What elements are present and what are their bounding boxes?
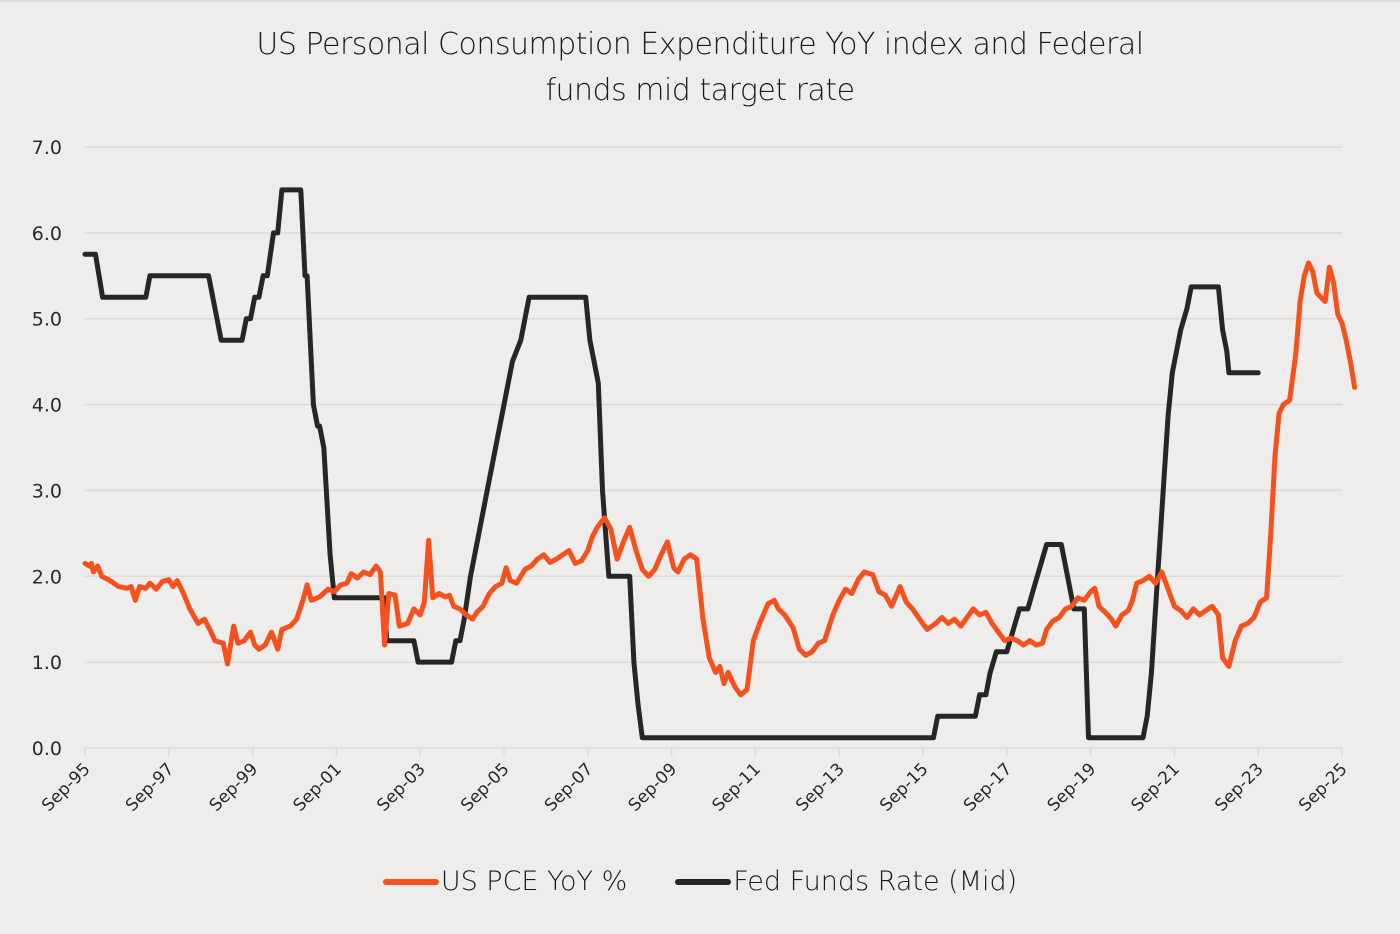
x-tick-label: Sep-03 (373, 759, 429, 815)
legend-item-pce: US PCE YoY % (382, 866, 628, 897)
legend: US PCE YoY % Fed Funds Rate (Mid) (0, 866, 1400, 897)
x-tick-label: Sep-05 (457, 759, 513, 815)
legend-item-fed-funds: Fed Funds Rate (Mid) (675, 866, 1017, 897)
y-tick-label: 3.0 (32, 480, 62, 502)
x-tick-label: Sep-21 (1127, 759, 1183, 815)
x-tick-label: Sep-13 (792, 759, 848, 815)
legend-label-pce: US PCE YoY % (440, 866, 628, 897)
x-tick-label: Sep-09 (625, 759, 681, 815)
y-tick-label: 2.0 (32, 566, 62, 588)
y-tick-label: 0.0 (32, 738, 62, 760)
y-axis: 0.0 1.0 2.0 3.0 4.0 5.0 6.0 7.0 (32, 137, 62, 760)
x-tick-label: Sep-23 (1211, 759, 1267, 815)
x-tick-label: Sep-97 (122, 759, 178, 815)
y-tick-label: 1.0 (32, 652, 62, 674)
series-line-pce (82, 260, 1358, 698)
y-tick-label: 6.0 (32, 223, 62, 245)
legend-label-fed-funds: Fed Funds Rate (Mid) (733, 866, 1018, 897)
y-tick-label: 4.0 (32, 395, 62, 417)
legend-swatch-fed-funds (675, 878, 732, 885)
gridlines (85, 146, 1342, 749)
legend-swatch-pce (382, 878, 439, 885)
x-tick-label: Sep-17 (960, 759, 1016, 815)
x-tick-label: Sep-25 (1295, 759, 1351, 815)
x-tick-label: Sep-07 (541, 759, 597, 815)
x-tick-label: Sep-01 (289, 759, 345, 815)
chart-title-line-1: US Personal Consumption Expenditure YoY … (256, 27, 1144, 62)
y-tick-label: 5.0 (32, 309, 62, 331)
series-lines (82, 187, 1358, 741)
x-tick-label: Sep-95 (38, 759, 94, 815)
x-tick-label: Sep-99 (206, 759, 262, 815)
x-tick-label: Sep-19 (1044, 759, 1100, 815)
x-tick-label: Sep-11 (708, 759, 764, 815)
x-axis: Sep-95 Sep-97 Sep-99 Sep-01 Sep-03 Sep-05 Sep-… (38, 748, 1352, 816)
series-line-fed-funds (82, 187, 1261, 741)
x-tick-label: Sep-15 (876, 759, 932, 815)
y-tick-label: 7.0 (32, 137, 62, 159)
chart-title-line-2: funds mid target rate (545, 73, 855, 108)
